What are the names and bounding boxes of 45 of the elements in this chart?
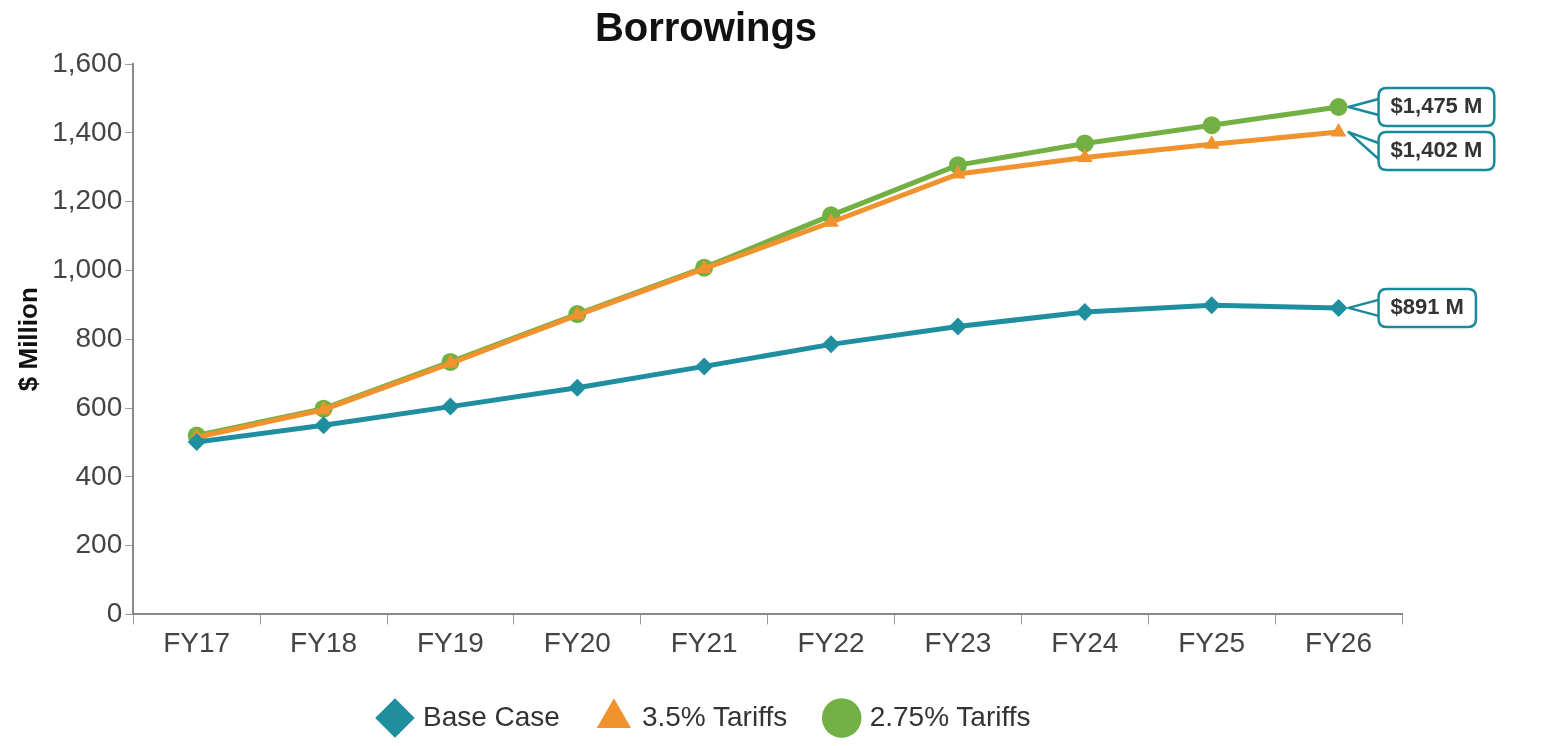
x-tick-label: FY20 — [543, 626, 611, 658]
point — [948, 317, 967, 336]
point — [822, 335, 841, 354]
point — [1329, 298, 1348, 317]
point — [1330, 123, 1347, 137]
x-tick-label: FY19 — [416, 626, 484, 658]
x-tick-label: FY18 — [290, 626, 358, 658]
point — [695, 357, 714, 376]
point — [1077, 148, 1093, 163]
y-tick-label: 1,600 — [52, 46, 123, 78]
annotation: $1,475 M — [1390, 93, 1483, 119]
point — [568, 378, 587, 397]
point — [441, 397, 460, 416]
y-tick-label: 600 — [75, 390, 123, 422]
point — [950, 165, 966, 179]
y-axis-title: $ Million — [12, 287, 43, 392]
point — [1075, 303, 1094, 322]
x-tick-label: FY17 — [163, 626, 231, 658]
legend-label: 2.75% Tariffs — [869, 700, 1031, 732]
x-tick-label: FY22 — [797, 626, 865, 658]
legend-label: Base Case — [422, 700, 560, 732]
point — [187, 433, 206, 452]
x-tick-label: FY26 — [1305, 626, 1373, 658]
y-tick-label: 0 — [106, 597, 123, 629]
y-tick-label: 200 — [75, 528, 123, 560]
chart-title: Borrowings — [594, 5, 818, 50]
y-tick-label: 800 — [75, 321, 123, 353]
point — [1329, 98, 1348, 116]
y-tick-label: 1,000 — [52, 253, 123, 285]
point — [1075, 134, 1094, 153]
x-tick-label: FY23 — [924, 626, 992, 658]
y-tick-label: 1,400 — [52, 115, 123, 147]
point — [314, 416, 333, 435]
x-tick-label: FY24 — [1051, 626, 1119, 658]
point — [1203, 135, 1220, 149]
x-tick-label: FY25 — [1178, 626, 1246, 658]
y-tick-label: 400 — [75, 459, 123, 491]
y-tick-label: 1,200 — [52, 184, 123, 216]
point — [1202, 116, 1221, 135]
point — [823, 213, 839, 227]
x-tick-label: FY21 — [670, 626, 738, 658]
annotation: $891 M — [1390, 293, 1464, 319]
legend-label: 3.5% Tariffs — [641, 700, 788, 732]
point — [1202, 296, 1221, 315]
annotation: $1,402 M — [1390, 137, 1483, 163]
